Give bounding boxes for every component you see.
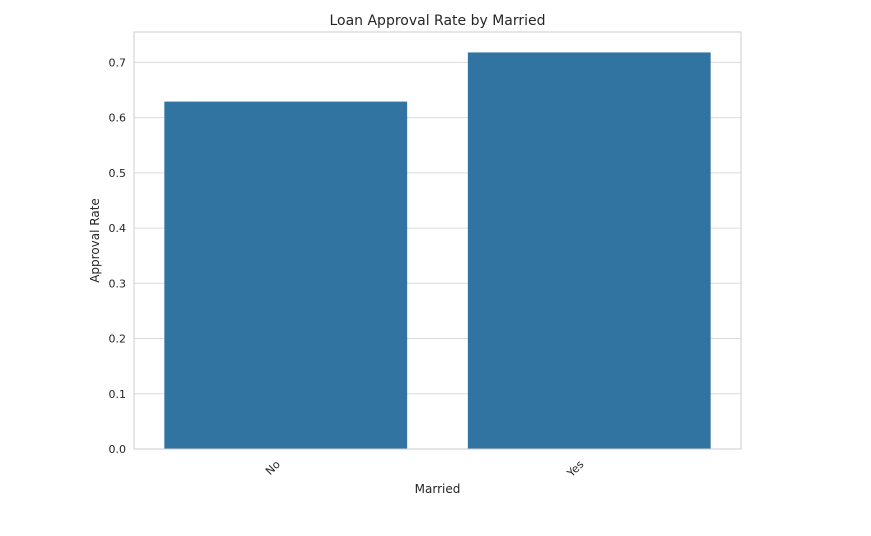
y-tick-label: 0.4 (109, 222, 127, 235)
bars (164, 52, 711, 450)
y-axis-title: Approval Rate (88, 198, 102, 283)
bar-no (164, 101, 408, 450)
y-tick-label: 0.2 (109, 333, 127, 346)
y-tick-label: 0.1 (109, 388, 127, 401)
chart-title: Loan Approval Rate by Married (329, 13, 545, 29)
y-tick-label: 0.0 (109, 443, 127, 456)
y-tick-label: 0.6 (109, 112, 127, 125)
x-axis-title: Married (415, 482, 461, 496)
x-tick-label: No (263, 458, 283, 478)
x-tick-label: Yes (564, 458, 587, 481)
y-tick-label: 0.3 (109, 277, 127, 290)
bar-yes (467, 52, 711, 449)
y-tick-label: 0.7 (109, 56, 127, 69)
y-tick-labels: 0.0 0.1 0.2 0.3 0.4 0.5 0.6 0.7 (109, 56, 127, 456)
plot-frame (133, 31, 742, 450)
x-tick-labels: No Yes (263, 458, 586, 481)
y-tick-label: 0.5 (109, 167, 127, 180)
